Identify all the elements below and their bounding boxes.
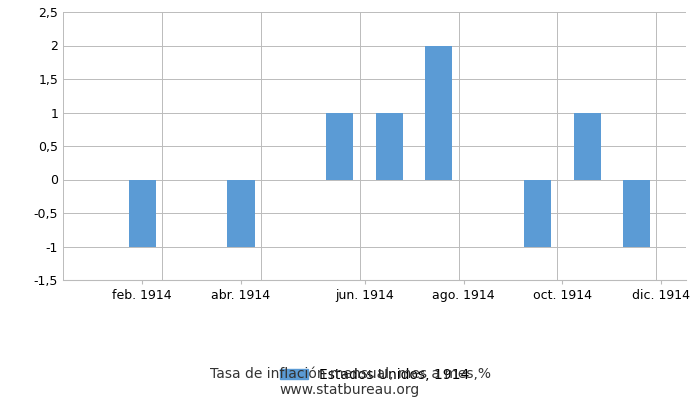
- Bar: [524, 180, 552, 246]
- Bar: [129, 180, 155, 246]
- Legend: Estados Unidos, 1914: Estados Unidos, 1914: [274, 362, 475, 387]
- Bar: [425, 46, 452, 180]
- Bar: [573, 112, 601, 180]
- Text: www.statbureau.org: www.statbureau.org: [280, 383, 420, 397]
- Bar: [326, 112, 354, 180]
- Bar: [623, 180, 650, 246]
- Text: Tasa de inflación mensual, mes a mes,%: Tasa de inflación mensual, mes a mes,%: [209, 367, 491, 381]
- Bar: [376, 112, 403, 180]
- Bar: [228, 180, 255, 246]
